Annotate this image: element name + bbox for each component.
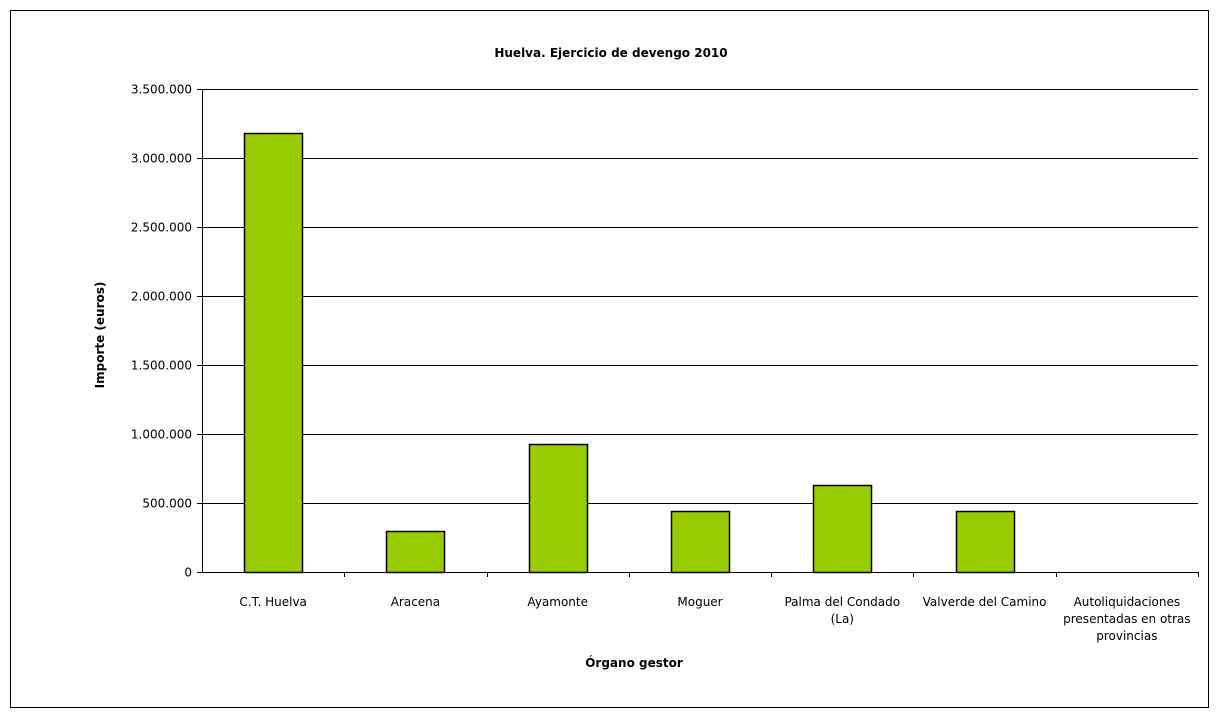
bar (385, 530, 446, 574)
chart-title: Huelva. Ejercicio de devengo 2010 (494, 46, 727, 60)
x-category-label: Aracena (391, 595, 440, 609)
x-category-label: Autoliquidaciones (1074, 595, 1181, 609)
y-tick-label: 3.000.000 (131, 152, 192, 166)
x-category-label: Palma del Condado (784, 595, 900, 609)
y-tick-label: 1.000.000 (131, 428, 192, 442)
x-category-label: presentadas en otras (1063, 612, 1190, 626)
chart-frame: Huelva. Ejercicio de devengo 2010 0 500.0… (10, 10, 1209, 708)
bars (243, 132, 1016, 574)
y-tick-label: 1.500.000 (131, 359, 192, 373)
x-category-label: provincias (1096, 629, 1157, 643)
x-category-label: (La) (831, 612, 854, 626)
y-tick-label: 0 (184, 566, 192, 580)
y-tick-label: 3.500.000 (131, 83, 192, 97)
y-axis-title: Importe (euros) (93, 282, 107, 389)
bar (812, 484, 873, 574)
x-category-label: Valverde del Camino (923, 595, 1047, 609)
bar-chart: Huelva. Ejercicio de devengo 2010 0 500.0… (93, 46, 1199, 670)
x-category-label: Ayamonte (527, 595, 588, 609)
x-category-labels: C.T. Huelva Aracena Ayamonte Moguer Palma de… (239, 595, 1190, 643)
x-category-label: C.T. Huelva (239, 595, 307, 609)
x-category-label: Moguer (677, 595, 722, 609)
bar (670, 510, 731, 574)
y-tick-labels: 0 500.000 1.000.000 1.500.000 2.000.000 2.500… (131, 83, 192, 580)
axes (197, 89, 1199, 577)
bar (243, 132, 304, 574)
y-tick-label: 2.000.000 (131, 290, 192, 304)
bar (528, 443, 589, 574)
bar (955, 510, 1016, 574)
gridlines (202, 89, 1198, 504)
y-tick-label: 500.000 (142, 497, 192, 511)
x-axis-title: Órgano gestor (585, 655, 683, 670)
y-tick-label: 2.500.000 (131, 221, 192, 235)
